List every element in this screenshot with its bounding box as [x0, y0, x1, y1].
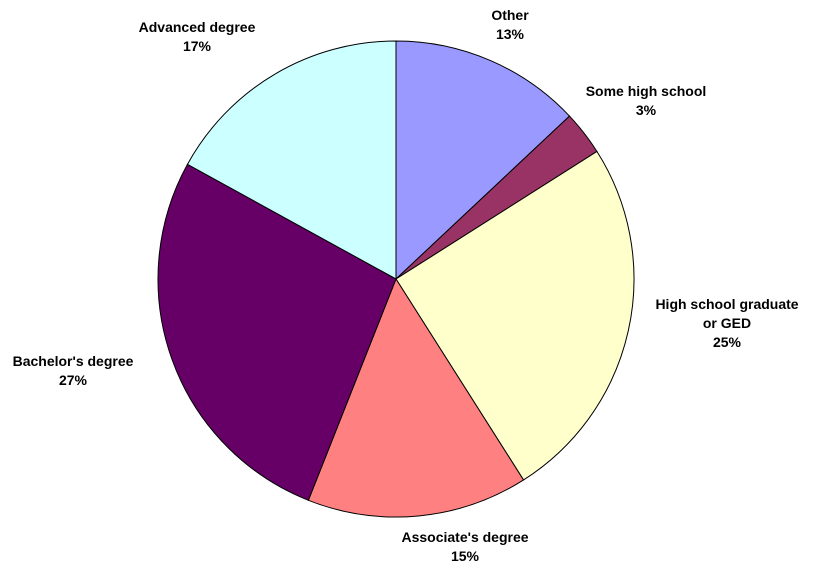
- category-label: Associate's degree: [401, 529, 529, 545]
- pie-slice: [307, 277, 525, 518]
- value-label: 13%: [495, 26, 525, 42]
- value-label: 15%: [450, 548, 480, 564]
- slice-label: Advanced degree 17%: [139, 18, 256, 56]
- pie-slice: [395, 150, 635, 481]
- slice-label: Bachelor's degree 27%: [13, 352, 134, 390]
- category-label: Other: [491, 7, 529, 23]
- category-label: Some high school: [585, 83, 707, 99]
- value-label: 27%: [58, 372, 88, 388]
- slice-label: Some high school 3%: [586, 82, 707, 120]
- value-label: 3%: [635, 102, 657, 118]
- pie-slice: [157, 163, 397, 501]
- value-label: 17%: [182, 38, 212, 54]
- category-label: Advanced degree: [138, 19, 256, 35]
- category-label: Bachelor's degree: [12, 353, 134, 369]
- slice-label: High school graduate or GED 25%: [655, 295, 798, 352]
- pie-slice: [395, 40, 571, 281]
- category-label: High school graduate or GED: [655, 296, 799, 331]
- pie-slice: [186, 40, 397, 280]
- value-label: 25%: [712, 334, 742, 350]
- slice-label: Associate's degree 15%: [401, 528, 528, 566]
- slice-label: Other 13%: [491, 6, 528, 44]
